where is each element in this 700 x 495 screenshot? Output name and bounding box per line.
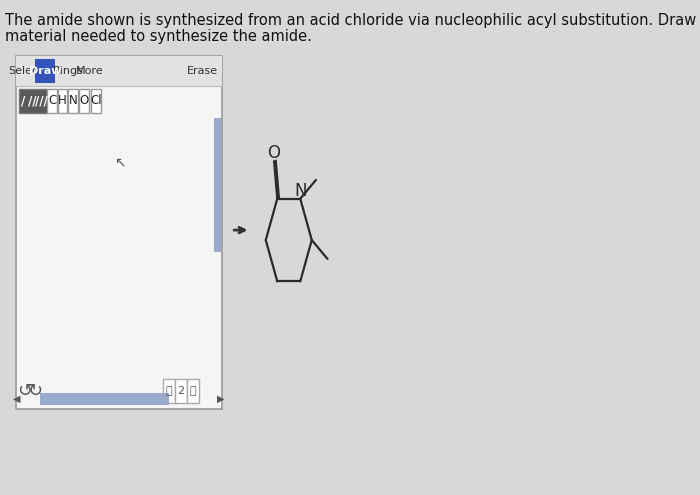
Text: 2: 2 [177,386,185,396]
Text: ▶: ▶ [216,394,224,404]
FancyBboxPatch shape [175,379,187,403]
FancyBboxPatch shape [69,89,78,113]
Text: Erase: Erase [187,66,218,76]
Text: Rings: Rings [53,66,84,76]
Text: Draw: Draw [29,66,61,76]
Text: ↻: ↻ [27,382,43,400]
FancyBboxPatch shape [187,379,199,403]
Text: ///: /// [35,95,48,107]
FancyBboxPatch shape [19,89,48,113]
Text: O: O [267,144,281,161]
Text: More: More [76,66,104,76]
FancyBboxPatch shape [163,379,175,403]
Text: N: N [294,182,307,200]
Text: Cl: Cl [90,95,102,107]
Text: ↺: ↺ [17,382,32,400]
FancyBboxPatch shape [36,59,55,83]
Text: material needed to synthesize the amide.: material needed to synthesize the amide. [5,29,312,44]
Text: C: C [48,95,56,107]
FancyBboxPatch shape [91,89,101,113]
Text: //: // [28,95,36,107]
Text: H: H [58,95,67,107]
Text: 🔍: 🔍 [190,386,196,396]
FancyBboxPatch shape [16,56,222,86]
FancyBboxPatch shape [79,89,89,113]
Text: ◀: ◀ [13,394,21,404]
Text: N: N [69,95,78,107]
FancyBboxPatch shape [48,89,57,113]
FancyBboxPatch shape [214,118,220,252]
Text: O: O [79,95,88,107]
Text: ↖: ↖ [114,155,125,169]
Text: /: / [21,95,25,107]
Text: The amide shown is synthesized from an acid chloride via nucleophilic acyl subst: The amide shown is synthesized from an a… [5,13,700,28]
Text: Select: Select [8,66,43,76]
FancyBboxPatch shape [58,89,67,113]
Text: 🔍: 🔍 [166,386,172,396]
FancyBboxPatch shape [40,393,169,405]
FancyBboxPatch shape [16,56,222,409]
